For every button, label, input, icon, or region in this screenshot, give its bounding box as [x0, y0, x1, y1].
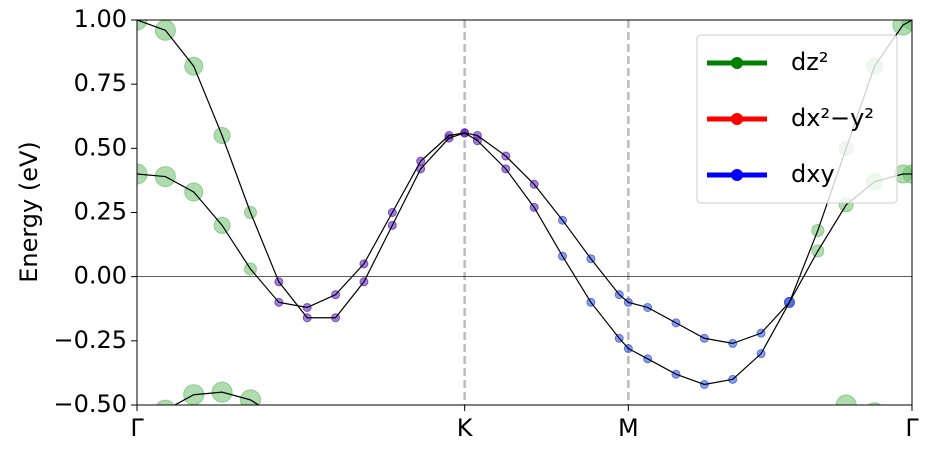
legend-label: dx²−y²: [791, 104, 874, 132]
legend-dot: [731, 57, 743, 69]
legend-box: [696, 34, 898, 204]
x-tick-label: K: [457, 414, 474, 442]
y-tick-label: −0.25: [53, 326, 127, 354]
fat-marker: [867, 402, 882, 405]
legend-label: dxy: [791, 160, 835, 188]
fat-marker: [835, 394, 857, 405]
y-tick-label: 0.75: [74, 69, 127, 97]
y-axis-label: Energy (eV): [15, 141, 43, 283]
fat-marker: [808, 408, 828, 428]
x-tick-label: M: [618, 414, 639, 442]
fat-marker: [239, 389, 261, 405]
x-tick-label: Γ: [130, 414, 144, 442]
x-tick-label: Γ: [905, 414, 919, 442]
legend-label: dz²: [791, 48, 828, 76]
legend-dot: [731, 169, 743, 181]
legend-dot: [731, 113, 743, 125]
y-tick-label: 0.00: [74, 262, 127, 290]
fat-marker: [156, 399, 175, 405]
y-tick-label: 0.25: [74, 198, 127, 226]
fat-marker: [779, 434, 799, 454]
fat-marker: [297, 434, 317, 454]
fat-marker: [269, 408, 289, 428]
y-tick-label: 1.00: [74, 5, 127, 33]
band-line: [173, 391, 849, 405]
y-tick-label: −0.50: [53, 390, 127, 418]
y-tick-label: 0.50: [74, 133, 127, 161]
fat-marker: [901, 20, 912, 31]
band-line: [137, 20, 912, 386]
